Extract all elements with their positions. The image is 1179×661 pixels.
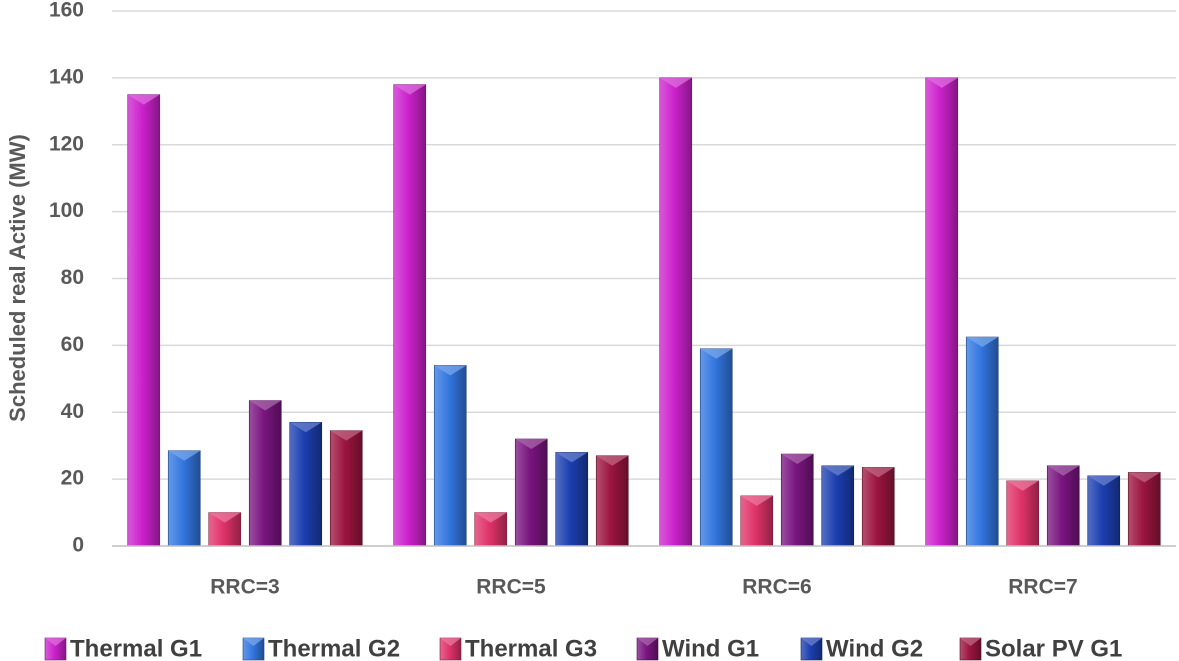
legend-label: Thermal G1 bbox=[70, 635, 202, 661]
bar-cap bbox=[555, 452, 588, 463]
legend-label: Thermal G3 bbox=[465, 635, 597, 661]
bar-cap bbox=[330, 430, 363, 441]
bar-cap bbox=[966, 337, 999, 348]
y-axis-label: Scheduled real Active (MW) bbox=[5, 134, 30, 422]
bar-wind-g1-rrc-5 bbox=[514, 438, 548, 547]
x-axis-categories: RRC=3 RRC=5 RRC=6 RRC=7 bbox=[210, 576, 1077, 599]
bar-wind-g1-rrc-3 bbox=[248, 400, 282, 547]
bar-wind-g1-rrc-6 bbox=[780, 453, 814, 547]
bar-cap bbox=[740, 495, 773, 506]
bar-thermal-g2-rrc-3 bbox=[167, 450, 201, 547]
bar-thermal-g1-rrc-5 bbox=[393, 84, 427, 547]
y-tick-label: 60 bbox=[61, 333, 84, 356]
bar-cap bbox=[127, 94, 160, 105]
y-tick-label: 40 bbox=[61, 400, 84, 423]
bar-wind-g2-rrc-5 bbox=[555, 452, 589, 547]
y-tick-label: 20 bbox=[61, 467, 84, 490]
legend-swatch-cap bbox=[960, 638, 981, 646]
bar-wind-g1-rrc-7 bbox=[1046, 465, 1080, 547]
legend-item: Thermal G1 bbox=[44, 635, 202, 661]
y-tick-label: 120 bbox=[49, 132, 84, 155]
x-category-label: RRC=6 bbox=[742, 576, 811, 599]
bar-cap bbox=[1128, 472, 1161, 483]
bar-cap bbox=[862, 467, 895, 478]
y-tick-label: 0 bbox=[72, 534, 84, 557]
legend-item: Wind G1 bbox=[636, 635, 759, 661]
y-tick-label: 100 bbox=[49, 199, 84, 222]
y-axis-ticks: 0 20 40 60 80 100 120 140 160 bbox=[49, 0, 84, 557]
bar-cap bbox=[393, 84, 426, 95]
legend-item: Wind G2 bbox=[800, 635, 923, 661]
bar-solar-pv-g1-rrc-5 bbox=[595, 455, 629, 547]
bar-cap bbox=[1047, 465, 1080, 476]
bar-solar-pv-g1-rrc-7 bbox=[1127, 472, 1161, 547]
legend: Thermal G1 Thermal G2 Thermal G3 Wind G1 Win… bbox=[44, 635, 1122, 661]
bar-thermal-g1-rrc-7 bbox=[925, 77, 959, 547]
bar-cap bbox=[434, 365, 467, 376]
bar-wind-g2-rrc-3 bbox=[289, 421, 323, 547]
bar-solar-pv-g1-rrc-3 bbox=[329, 430, 363, 547]
bar-thermal-g1-rrc-6 bbox=[659, 77, 693, 547]
bar-wind-g2-rrc-7 bbox=[1087, 475, 1121, 547]
x-category-label: RRC=3 bbox=[210, 576, 279, 599]
bar-thermal-g2-rrc-5 bbox=[433, 365, 467, 547]
bars bbox=[127, 77, 1161, 547]
bar-cap bbox=[249, 400, 282, 411]
bar-solar-pv-g1-rrc-6 bbox=[861, 467, 895, 547]
bar-cap bbox=[781, 454, 814, 465]
legend-swatch-cap bbox=[637, 638, 658, 646]
y-tick-label: 80 bbox=[61, 266, 84, 289]
legend-item: Thermal G3 bbox=[439, 635, 597, 661]
y-tick-label: 160 bbox=[49, 0, 84, 22]
y-tick-label: 140 bbox=[49, 65, 84, 88]
bar-cap bbox=[515, 439, 548, 449]
legend-swatch-cap bbox=[243, 638, 264, 646]
bar-cap bbox=[700, 348, 733, 359]
bar-cap bbox=[474, 512, 507, 523]
bar-cap bbox=[168, 450, 201, 461]
bar-wind-g2-rrc-6 bbox=[821, 465, 855, 547]
bar-thermal-g2-rrc-7 bbox=[965, 336, 999, 547]
bar-cap bbox=[289, 422, 322, 433]
bar-cap bbox=[925, 77, 958, 88]
x-category-label: RRC=7 bbox=[1008, 576, 1077, 599]
bar-cap bbox=[208, 512, 241, 523]
x-category-label: RRC=5 bbox=[476, 576, 546, 599]
legend-swatch-cap bbox=[440, 638, 461, 646]
legend-item: Solar PV G1 bbox=[959, 635, 1122, 661]
bar-cap bbox=[659, 77, 692, 88]
bar-cap bbox=[596, 455, 629, 466]
legend-item: Thermal G2 bbox=[242, 635, 400, 661]
legend-label: Thermal G2 bbox=[268, 635, 400, 661]
gridlines bbox=[112, 10, 1176, 480]
legend-label: Wind G1 bbox=[662, 635, 759, 661]
bar-thermal-g2-rrc-6 bbox=[699, 348, 733, 547]
legend-swatch-cap bbox=[45, 638, 66, 646]
bar-cap bbox=[1006, 480, 1039, 491]
legend-swatch-cap bbox=[801, 638, 822, 646]
bar-cap bbox=[821, 465, 854, 476]
bar-cap bbox=[1087, 475, 1120, 486]
legend-label: Solar PV G1 bbox=[985, 635, 1122, 661]
bar-thermal-g1-rrc-3 bbox=[127, 94, 161, 547]
legend-label: Wind G2 bbox=[826, 635, 923, 661]
